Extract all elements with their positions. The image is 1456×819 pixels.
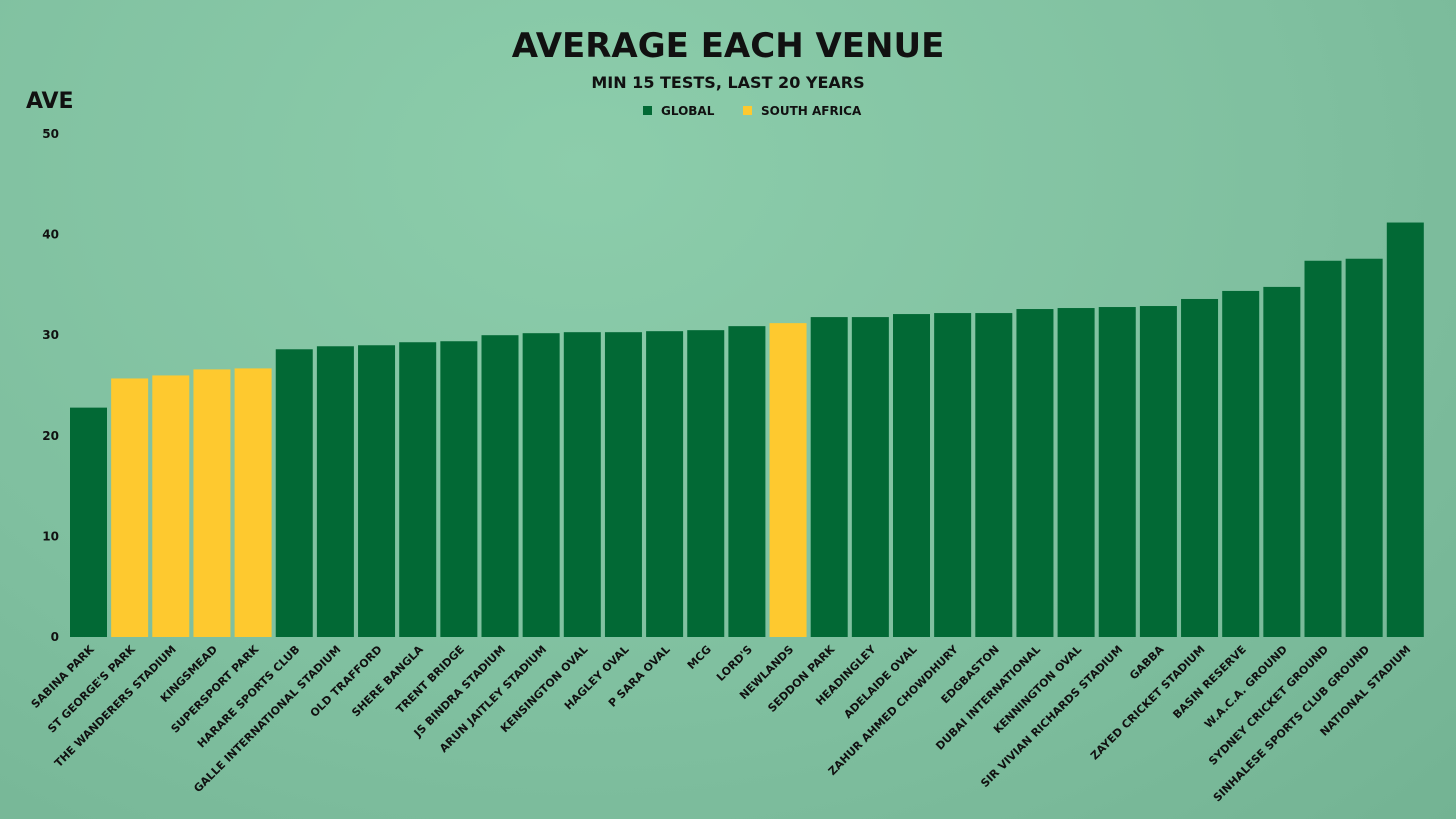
- y-tick-label: 10: [42, 529, 59, 543]
- x-tick-label: BASIN RESERVE: [1170, 643, 1248, 721]
- legend-label-south-africa: SOUTH AFRICA: [761, 104, 862, 118]
- legend-label-global: GLOBAL: [661, 104, 715, 118]
- bar: [1098, 307, 1136, 637]
- bar: [234, 368, 272, 637]
- bar: [851, 317, 889, 637]
- chart-title: AVERAGE EACH VENUE: [512, 26, 945, 66]
- bar: [1222, 290, 1260, 637]
- legend-swatch-global: [643, 106, 652, 115]
- bar: [481, 335, 519, 637]
- bar: [563, 332, 601, 637]
- bar: [193, 369, 231, 637]
- y-axis-ticks: 0 10 20 30 40 50: [42, 127, 59, 644]
- bar: [728, 326, 766, 637]
- bar: [275, 349, 313, 637]
- x-tick-label: LORD'S: [714, 643, 755, 684]
- x-tick-label: GABBA: [1127, 643, 1167, 683]
- x-tick-label: SHERE BANGLA: [349, 643, 426, 720]
- bar: [358, 345, 396, 637]
- bar: [522, 333, 560, 637]
- chart-subtitle: MIN 15 TESTS, LAST 20 YEARS: [591, 73, 864, 92]
- x-tick-label: MCG: [685, 643, 714, 672]
- bar: [934, 313, 972, 637]
- bar: [646, 331, 684, 637]
- x-tick-label: OLD TRAFFORD: [308, 643, 385, 720]
- bar: [893, 314, 930, 637]
- bar: [1263, 286, 1301, 637]
- y-tick-label: 50: [42, 127, 59, 141]
- y-axis-label: AVE: [26, 89, 74, 114]
- bar: [70, 407, 107, 637]
- x-tick-label: ADELAIDE OVAL: [841, 643, 919, 721]
- bar: [769, 323, 807, 637]
- bar: [1345, 258, 1383, 637]
- bar: [152, 375, 190, 637]
- bar: [1057, 308, 1095, 637]
- bar: [1304, 260, 1342, 637]
- y-tick-label: 20: [42, 429, 59, 443]
- bar: [1386, 222, 1424, 637]
- x-tick-label: SINHALESE SPORTS CLUB GROUND: [1211, 643, 1372, 804]
- bar: [316, 346, 354, 637]
- bar: [687, 330, 725, 637]
- bar: [810, 317, 848, 637]
- legend-swatch-south-africa: [743, 106, 752, 115]
- bars: [70, 222, 1424, 637]
- bar: [440, 341, 478, 637]
- bar: [399, 342, 437, 637]
- y-tick-label: 30: [42, 328, 59, 342]
- bar: [1016, 309, 1054, 637]
- bar: [1181, 298, 1219, 637]
- bar: [111, 378, 149, 637]
- x-tick-label: GALLE INTERNATIONAL STADIUM: [191, 643, 343, 795]
- bar: [1139, 306, 1177, 637]
- y-tick-label: 40: [42, 228, 59, 242]
- bar: [604, 332, 642, 637]
- y-tick-label: 0: [51, 630, 59, 644]
- bar: [975, 313, 1013, 637]
- legend: GLOBAL SOUTH AFRICA: [643, 104, 862, 118]
